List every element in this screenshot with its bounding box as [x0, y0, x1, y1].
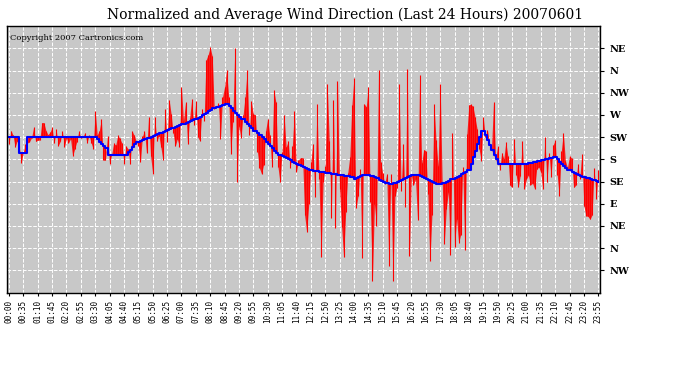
Text: Copyright 2007 Cartronics.com: Copyright 2007 Cartronics.com — [10, 34, 143, 42]
Text: Normalized and Average Wind Direction (Last 24 Hours) 20070601: Normalized and Average Wind Direction (L… — [107, 8, 583, 22]
